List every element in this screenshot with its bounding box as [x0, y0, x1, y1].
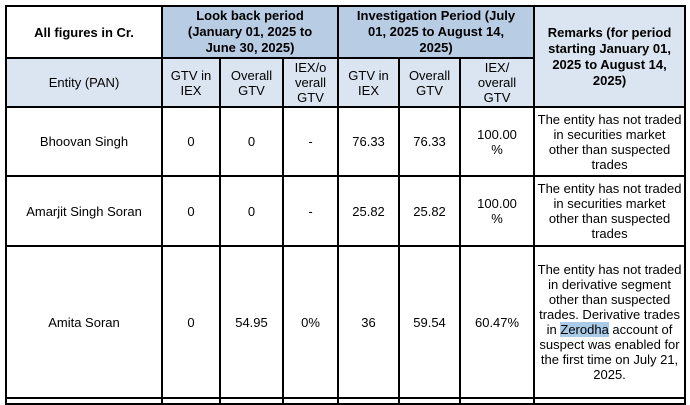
entity-name: Amarjit Singh Soran — [5, 175, 163, 247]
value-cell: 0 — [219, 106, 284, 177]
value-cell: 100.00 % — [459, 175, 536, 247]
table-row: Amarjit Singh Soran 0 0 - 25.82 25.82 10… — [5, 175, 687, 247]
lookback-period-header: Look back period (January 01, 2025 to Ju… — [160, 5, 340, 59]
value-cell: 36 — [337, 245, 401, 399]
header-row-groups: All figures in Cr. Look back period (Jan… — [5, 5, 687, 108]
remarks-cell: The entity has not traded in derivative … — [533, 245, 687, 399]
col-header-lookback-gtv-iex: GTV in IEX — [161, 57, 221, 108]
value-cell: - — [281, 175, 340, 247]
value-cell: 0 — [219, 175, 284, 247]
value-cell: 25.82 — [337, 175, 401, 247]
table-row: Amita Soran 0 54.95 0% 36 59.54 60.47% T… — [5, 245, 687, 399]
empty-cell — [398, 397, 462, 405]
remarks-text: The entity has not traded in securities … — [537, 181, 682, 241]
empty-cell — [161, 397, 221, 405]
value-cell: 0 — [161, 245, 221, 399]
col-header-investigation-gtv-iex: GTV in IEX — [337, 57, 401, 108]
value-cell: 76.33 — [398, 106, 462, 177]
empty-cell — [281, 397, 340, 405]
remarks-cell: The entity has not traded in securities … — [533, 106, 687, 177]
col-header-investigation-overall-gtv: Overall GTV — [398, 57, 462, 108]
remarks-text: account of suspect was enabled for the f… — [539, 322, 680, 382]
remarks-text: The entity has not traded in derivative … — [537, 262, 682, 337]
value-cell: 60.47% — [459, 245, 536, 399]
value-cell: 25.82 — [398, 175, 462, 247]
figures-table: All figures in Cr. Look back period (Jan… — [5, 5, 687, 405]
table-row-clipped — [5, 397, 687, 405]
highlighted-text: Zerodha — [560, 322, 609, 337]
remarks-header: Remarks (for period starting January 01,… — [533, 5, 687, 108]
remarks-cell: The entity has not traded in securities … — [533, 175, 687, 247]
value-cell: 0% — [281, 245, 340, 399]
header-row-columns: Entity (PAN) GTV in IEX Overall GTV IEX/… — [5, 57, 685, 108]
value-cell: 0 — [161, 106, 221, 177]
table-row: Bhoovan Singh 0 0 - 76.33 76.33 100.00 %… — [5, 106, 687, 177]
value-cell: - — [281, 106, 340, 177]
empty-cell — [337, 397, 401, 405]
empty-cell — [5, 397, 163, 405]
value-cell: 59.54 — [398, 245, 462, 399]
col-header-investigation-iex-overall: IEX/ overall GTV — [459, 57, 536, 108]
value-cell: 100.00 % — [459, 106, 536, 177]
value-cell: 76.33 — [337, 106, 401, 177]
empty-cell — [533, 397, 687, 405]
investigation-period-header: Investigation Period (July 01, 2025 to A… — [337, 5, 536, 59]
entity-name: Bhoovan Singh — [5, 106, 163, 177]
col-header-lookback-iex-overall: IEX/o verall GTV — [281, 57, 340, 108]
entity-pan-header: Entity (PAN) — [5, 57, 163, 108]
empty-cell — [459, 397, 536, 405]
value-cell: 0 — [161, 175, 221, 247]
value-cell: 54.95 — [219, 245, 284, 399]
entity-name: Amita Soran — [5, 245, 163, 399]
corner-label: All figures in Cr. — [5, 5, 163, 59]
empty-cell — [219, 397, 284, 405]
remarks-text: The entity has not traded in securities … — [537, 111, 682, 172]
col-header-lookback-overall-gtv: Overall GTV — [219, 57, 284, 108]
